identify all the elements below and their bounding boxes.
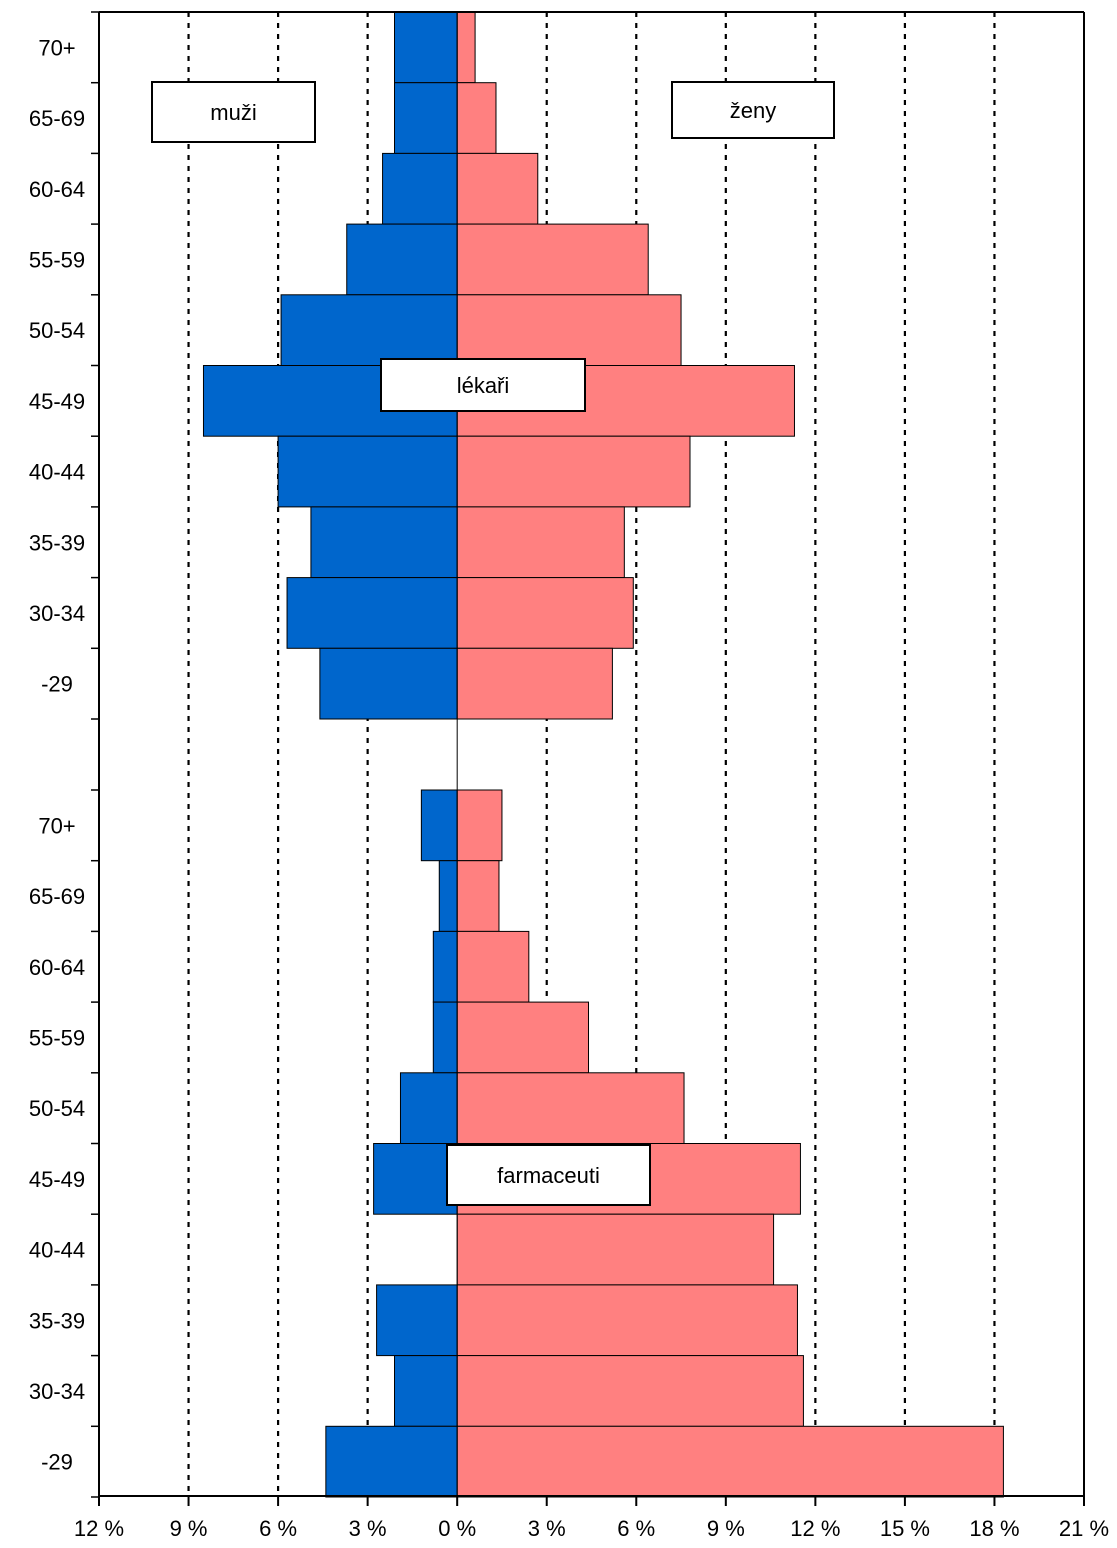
panel-label-farmaceuti: farmaceuti bbox=[446, 1144, 651, 1206]
bar-zeny bbox=[456, 1072, 685, 1145]
bar-muzi bbox=[325, 1425, 458, 1498]
bar-muzi bbox=[394, 1355, 458, 1427]
bar-muzi bbox=[319, 647, 458, 720]
bar-zeny bbox=[456, 11, 476, 84]
axes: 70+ 65-69 60-64 55-59 50-54 45-49 40-44 35-39 30… bbox=[29, 11, 1109, 1541]
bar-zeny bbox=[456, 223, 649, 296]
category-label: 65-69 bbox=[29, 106, 85, 131]
panel-label-farmaceuti-text: farmaceuti bbox=[497, 1163, 600, 1188]
bar-zeny bbox=[456, 435, 691, 508]
x-tick-label: 9 % bbox=[170, 1516, 208, 1541]
category-label: 60-64 bbox=[29, 177, 85, 202]
label-boxes: muži ženy lékaři farmaceuti bbox=[151, 81, 835, 1206]
legend-zeny-box bbox=[671, 81, 835, 139]
legend-muzi-box bbox=[151, 81, 316, 143]
category-label: -29 bbox=[41, 1450, 73, 1475]
category-label: 70+ bbox=[38, 35, 75, 60]
bar-muzi bbox=[394, 11, 458, 84]
bar-muzi bbox=[432, 1001, 458, 1074]
category-label: 30-34 bbox=[29, 601, 85, 626]
bar-zeny bbox=[456, 1425, 1004, 1498]
category-label: 45-49 bbox=[29, 389, 85, 414]
bar-muzi bbox=[394, 82, 458, 154]
bar-zeny bbox=[456, 930, 530, 1003]
x-tick-label: 6 % bbox=[259, 1516, 297, 1541]
panel-label-lekari-text: lékaři bbox=[457, 373, 510, 398]
x-tick-label: 3 % bbox=[349, 1516, 387, 1541]
legend-zeny: ženy bbox=[671, 81, 835, 139]
x-tick-label: 3 % bbox=[528, 1516, 566, 1541]
bar-zeny bbox=[456, 82, 497, 154]
bar-muzi bbox=[346, 223, 458, 296]
category-label: 55-59 bbox=[29, 247, 85, 272]
bar-muzi bbox=[286, 577, 458, 649]
legend-muzi-text: muži bbox=[210, 100, 256, 125]
x-tick-label: 9 % bbox=[707, 1516, 745, 1541]
x-tick-label: 6 % bbox=[617, 1516, 655, 1541]
category-label: 55-59 bbox=[29, 1025, 85, 1050]
bar-muzi bbox=[438, 860, 458, 932]
x-tick-label: 0 % bbox=[438, 1516, 476, 1541]
bar-muzi bbox=[399, 1072, 458, 1145]
bar-zeny bbox=[456, 1001, 590, 1074]
category-label: 35-39 bbox=[29, 530, 85, 555]
category-label: 30-34 bbox=[29, 1379, 85, 1404]
bar-muzi bbox=[432, 930, 458, 1003]
category-label: 45-49 bbox=[29, 1167, 85, 1192]
bar-zeny bbox=[456, 294, 682, 366]
bar-muzi bbox=[280, 294, 458, 366]
bar-zeny bbox=[456, 860, 500, 932]
category-label: 70+ bbox=[38, 813, 75, 838]
bar-muzi bbox=[382, 152, 458, 225]
legend-zeny-text: ženy bbox=[730, 98, 776, 123]
x-tick-label: 15 % bbox=[880, 1516, 930, 1541]
bar-muzi bbox=[420, 789, 458, 862]
category-label: 40-44 bbox=[29, 1238, 85, 1263]
bar-zeny bbox=[456, 789, 503, 862]
category-label: 65-69 bbox=[29, 884, 85, 909]
legend-muzi: muži bbox=[151, 81, 316, 143]
bar-zeny bbox=[456, 1213, 775, 1286]
category-label: 35-39 bbox=[29, 1308, 85, 1333]
bar-zeny bbox=[456, 577, 634, 649]
x-tick-label: 12 % bbox=[74, 1516, 124, 1541]
bar-muzi bbox=[310, 506, 458, 579]
bar-muzi bbox=[277, 435, 458, 508]
category-label: 50-54 bbox=[29, 1096, 85, 1121]
category-label: 60-64 bbox=[29, 955, 85, 980]
panel-label-lekari-box bbox=[380, 358, 586, 412]
x-tick-label: 12 % bbox=[790, 1516, 840, 1541]
x-tick-label: 21 % bbox=[1059, 1516, 1109, 1541]
bar-zeny bbox=[456, 1355, 804, 1427]
x-tick-label: 18 % bbox=[969, 1516, 1019, 1541]
category-label: 50-54 bbox=[29, 318, 85, 343]
panel-label-farmaceuti-box bbox=[446, 1144, 651, 1206]
bar-zeny bbox=[456, 152, 539, 225]
bar-zeny bbox=[456, 647, 613, 720]
category-label: 40-44 bbox=[29, 460, 85, 485]
category-label: -29 bbox=[41, 672, 73, 697]
bar-zeny bbox=[456, 506, 625, 579]
bar-muzi bbox=[376, 1284, 458, 1357]
panel-label-lekari: lékaři bbox=[380, 358, 586, 412]
bar-muzi bbox=[373, 1143, 458, 1215]
bar-zeny bbox=[456, 1284, 798, 1357]
